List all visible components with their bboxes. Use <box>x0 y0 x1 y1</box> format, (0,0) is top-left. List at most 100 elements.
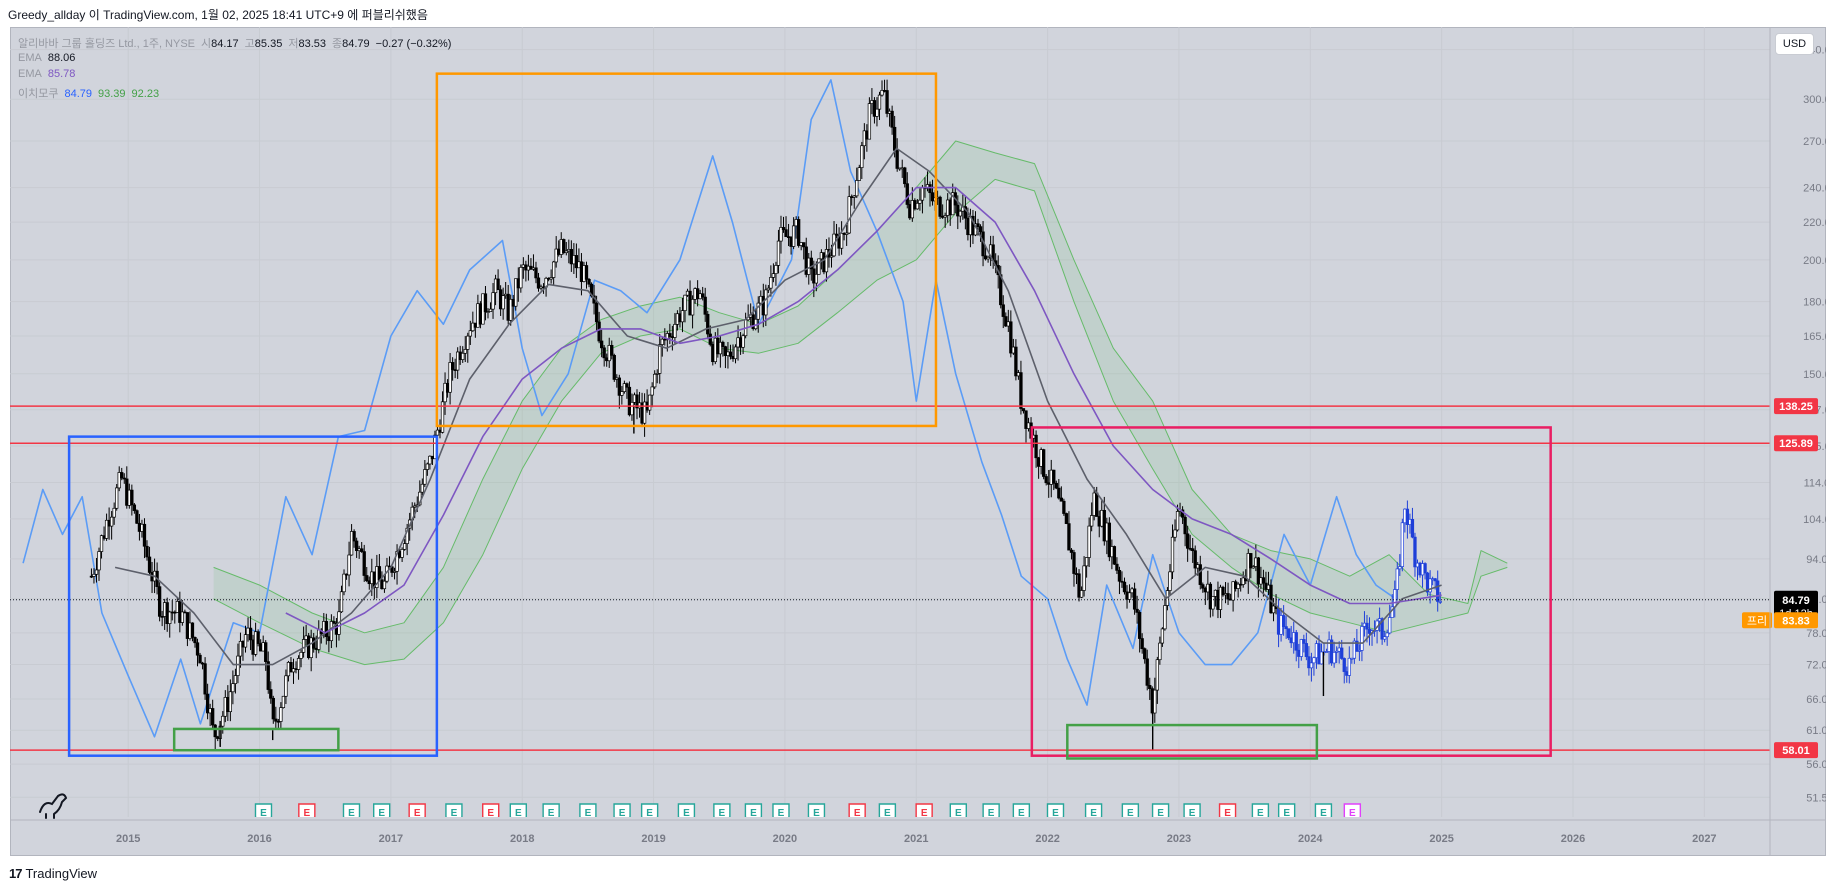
earnings-marker[interactable]: E <box>1343 803 1362 823</box>
candle-body <box>721 341 725 347</box>
earnings-letter: E <box>683 808 690 819</box>
candle-body <box>1324 651 1329 653</box>
candle-body <box>857 167 861 181</box>
candle-body <box>193 637 197 644</box>
earnings-marker[interactable]: E <box>1183 803 1201 823</box>
earnings-marker[interactable]: E <box>579 803 597 823</box>
earnings-marker[interactable]: E <box>878 803 897 823</box>
earnings-marker[interactable]: E <box>342 803 361 823</box>
legend-ema-slow[interactable]: EMA 85.78 <box>18 68 75 80</box>
earnings-marker[interactable]: E <box>772 803 790 823</box>
candle-body <box>978 226 983 233</box>
candle-body <box>642 401 647 424</box>
candle-body <box>1395 568 1399 590</box>
earnings-marker[interactable]: E <box>713 803 731 823</box>
candle-body <box>362 551 366 576</box>
earnings-marker[interactable]: E <box>1046 803 1065 823</box>
earnings-icon <box>807 803 826 817</box>
candle-body <box>1077 573 1081 598</box>
y-tick-label: 150.00 <box>1803 369 1826 381</box>
ema-fast-line <box>114 147 1442 666</box>
earnings-marker[interactable]: E <box>1314 803 1333 823</box>
earnings-marker[interactable]: E <box>509 803 527 823</box>
candle-body <box>852 195 856 198</box>
chart-plot-area[interactable] <box>10 27 1826 856</box>
earnings-marker[interactable]: E <box>1218 803 1237 823</box>
earnings-marker[interactable]: E <box>254 803 273 823</box>
candle-body <box>536 277 541 289</box>
earnings-marker[interactable]: E <box>982 803 1000 823</box>
candle-body <box>1084 557 1089 567</box>
earnings-marker[interactable]: E <box>1012 803 1031 823</box>
candle-body <box>1428 578 1432 593</box>
candle-body <box>122 477 126 480</box>
price-chart[interactable]: E E E E E E E E E E E E E E E E E E E E E E E E E E E E E E E E E 51.50 56… <box>10 27 1826 856</box>
earnings-marker[interactable]: E <box>1084 803 1103 823</box>
candle-body <box>448 362 452 393</box>
candle-body <box>1405 508 1410 525</box>
earnings-marker[interactable]: E <box>848 803 866 823</box>
candle-body <box>349 531 354 556</box>
candle-body <box>1438 601 1442 603</box>
candle-body <box>534 267 538 279</box>
earnings-marker[interactable]: E <box>807 803 826 823</box>
earnings-marker[interactable]: E <box>373 803 391 823</box>
earnings-marker[interactable]: E <box>542 803 560 823</box>
earnings-marker[interactable]: E <box>1277 803 1296 823</box>
y-tick-label: 165.00 <box>1803 331 1826 343</box>
earnings-marker[interactable]: E <box>445 803 463 823</box>
x-tick-label: 2025 <box>1429 833 1453 845</box>
currency-button[interactable]: USD <box>1775 33 1814 55</box>
candle-body <box>728 351 733 357</box>
legend-ema-fast[interactable]: EMA 88.06 <box>18 52 75 64</box>
ichimoku-value-3: 92.23 <box>131 88 160 100</box>
legend-ichimoku[interactable]: 이치모쿠 84.79 93.39 92.23 <box>18 85 159 101</box>
earnings-letter: E <box>585 808 592 819</box>
earnings-marker[interactable]: E <box>1151 803 1170 823</box>
tradingview-logo[interactable]: 17 TradingView <box>9 866 97 881</box>
earnings-icon <box>1277 803 1296 817</box>
earnings-icon <box>1183 803 1201 817</box>
earnings-marker[interactable]: E <box>1121 803 1140 823</box>
candle-body <box>1127 592 1132 600</box>
earnings-letter: E <box>1189 808 1196 819</box>
candle-body <box>834 233 839 236</box>
legend-symbol[interactable]: 알리바바 그룹 홀딩즈 Ltd., 1주, NYSE <box>18 38 196 50</box>
earnings-marker[interactable]: E <box>949 803 967 823</box>
candle-body <box>928 184 932 194</box>
candle-body <box>1355 640 1359 652</box>
candle-body <box>1360 626 1364 651</box>
earnings-marker[interactable]: E <box>298 803 316 823</box>
candle-body <box>203 663 207 695</box>
ohlc-high-value: 85.35 <box>254 38 283 50</box>
candle-body <box>824 249 829 273</box>
earnings-marker[interactable]: E <box>1251 803 1270 823</box>
earnings-letter: E <box>955 808 962 819</box>
candle-body <box>519 266 523 289</box>
candle-body <box>1383 636 1387 640</box>
earnings-marker[interactable]: E <box>744 803 763 823</box>
earnings-marker[interactable]: E <box>915 803 933 823</box>
earnings-marker[interactable]: E <box>640 803 659 823</box>
candle-body <box>1014 346 1018 377</box>
candle-body <box>195 642 200 656</box>
highlight-box <box>1030 426 1552 757</box>
candle-body <box>771 273 776 278</box>
candle-body <box>271 697 275 720</box>
earnings-marker[interactable]: E <box>613 803 631 823</box>
ema-slow-value: 85.78 <box>47 68 76 80</box>
author-name[interactable]: Greedy_allday <box>8 8 86 22</box>
candle-body <box>1304 643 1309 658</box>
candle-body <box>228 691 233 713</box>
earnings-marker[interactable]: E <box>408 803 426 823</box>
replay-dino-icon[interactable] <box>39 793 68 819</box>
earnings-marker[interactable]: E <box>677 803 696 823</box>
candle-body <box>594 302 599 323</box>
candle-body <box>708 333 712 345</box>
candle-body <box>1319 651 1324 665</box>
candle-body <box>115 487 119 509</box>
dino-shape <box>39 793 68 819</box>
candle-body <box>1021 408 1026 412</box>
candle-body <box>764 289 768 316</box>
earnings-marker[interactable]: E <box>482 803 500 823</box>
